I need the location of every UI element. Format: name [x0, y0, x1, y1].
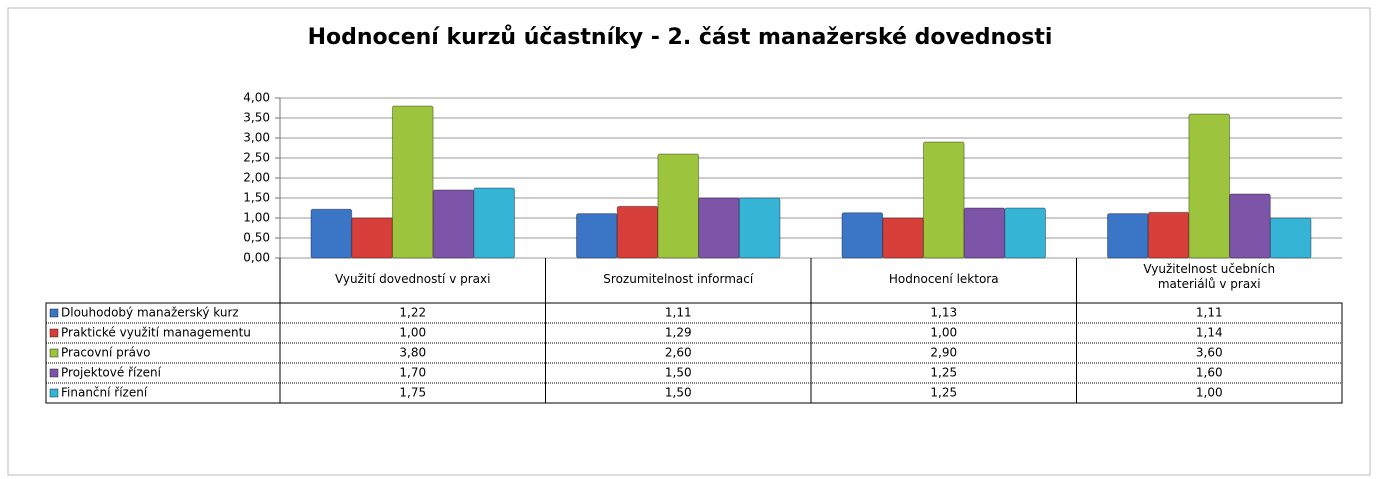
legend-swatch [49, 348, 59, 358]
table-cell: 1,13 [930, 306, 957, 320]
table-cell: 1,11 [1196, 306, 1223, 320]
table-cell: 3,80 [399, 346, 426, 360]
y-tick-label: 0,00 [243, 251, 270, 265]
bar [657, 153, 700, 259]
y-tick-label: 1,50 [243, 191, 270, 205]
legend-swatch [49, 308, 59, 318]
y-tick-label: 3,50 [243, 111, 270, 125]
y-tick-label: 2,00 [243, 171, 270, 185]
table-cell: 1,25 [930, 366, 957, 380]
table-cell: 3,60 [1196, 346, 1223, 360]
bar [576, 213, 618, 259]
table-cell: 1,60 [1196, 366, 1223, 380]
bar [1269, 217, 1312, 259]
table-cell: 2,90 [930, 346, 957, 360]
bar [351, 217, 393, 259]
x-tick-label: Využití dovedností v praxi [335, 272, 491, 286]
table-cell: 1,14 [1196, 326, 1223, 340]
legend-label: Praktické využití managementu [61, 326, 251, 340]
bar [698, 197, 740, 259]
table-cell: 1,00 [1196, 386, 1223, 400]
table-cell: 1,75 [399, 386, 426, 400]
table-cell: 2,60 [665, 346, 692, 360]
bar [432, 189, 475, 259]
legend-label: Finanční řízení [61, 386, 148, 400]
table-cell: 1,00 [930, 326, 957, 340]
legend-label: Pracovní právo [61, 346, 150, 360]
y-tick-label: 4,00 [243, 91, 270, 105]
table-cell: 1,00 [399, 326, 426, 340]
x-tick-label: Využitelnost učebních materiálů v praxi [1143, 262, 1276, 291]
bar [738, 197, 781, 259]
bar [1004, 207, 1046, 259]
y-tick-label: 0,50 [243, 231, 270, 245]
bar [963, 207, 1006, 259]
bar [1147, 211, 1190, 259]
legend-swatch [49, 328, 59, 338]
table-cell: 1,25 [930, 386, 957, 400]
table-cell: 1,29 [665, 326, 692, 340]
bar [473, 187, 515, 259]
table-border [45, 302, 1343, 404]
bar [1229, 193, 1271, 259]
y-tick-label: 1,00 [243, 211, 270, 225]
legend-label: Dlouhodobý manažerský kurz [61, 306, 239, 320]
bar [1188, 113, 1231, 259]
table-cell: 1,50 [665, 386, 692, 400]
table-cell: 1,50 [665, 366, 692, 380]
table-cell: 1,11 [665, 306, 692, 320]
bar [922, 141, 965, 259]
table-cell: 1,70 [399, 366, 426, 380]
bar [310, 208, 353, 259]
bar [391, 105, 434, 259]
chart-title: Hodnocení kurzů účastníky - 2. část mana… [308, 25, 1053, 50]
legend-swatch [49, 388, 59, 398]
x-tick-label: Srozumitelnost informací [603, 272, 754, 286]
bar [1107, 213, 1149, 259]
legend-swatch [49, 368, 59, 378]
legend-label: Projektové řízení [61, 366, 162, 380]
table-cell: 1,22 [399, 306, 426, 320]
x-tick-label: Hodnocení lektora [888, 272, 999, 286]
y-tick-label: 2,50 [243, 151, 270, 165]
bar [616, 205, 659, 259]
y-tick-label: 3,00 [243, 131, 270, 145]
bar [882, 217, 924, 259]
bar [841, 212, 884, 259]
